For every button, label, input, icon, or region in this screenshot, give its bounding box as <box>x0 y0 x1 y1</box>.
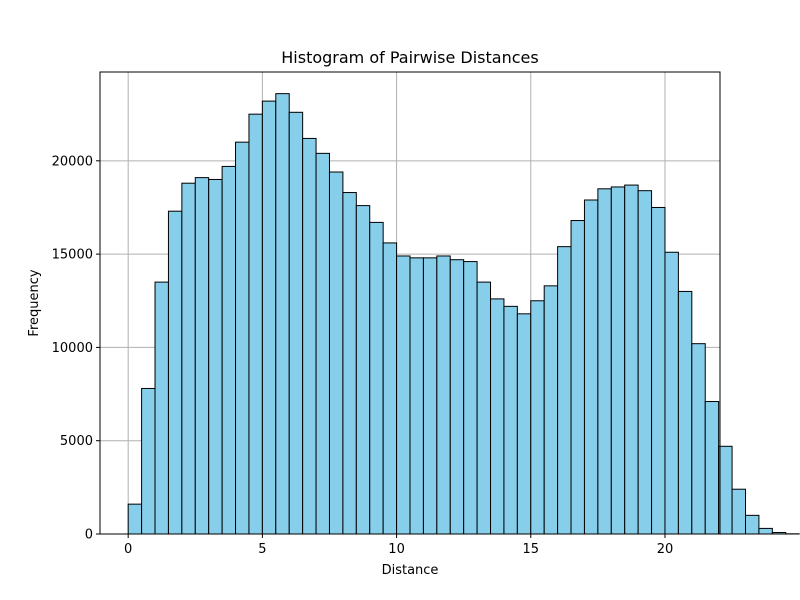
x-tick-label: 15 <box>523 542 540 557</box>
histogram-bar <box>167 210 183 535</box>
bars-group <box>127 93 800 535</box>
y-tick-label: 5000 <box>60 434 93 449</box>
histogram-bar <box>597 188 612 535</box>
histogram-bar <box>127 503 143 535</box>
plot-frame <box>99 71 721 535</box>
histogram-bar <box>315 152 330 535</box>
y-tick-label: 20000 <box>52 154 93 169</box>
histogram-bar <box>771 532 787 535</box>
histogram-bar <box>624 184 639 535</box>
histogram-bar <box>570 220 585 535</box>
histogram-bar <box>409 257 424 535</box>
histogram-bar <box>557 246 572 535</box>
y-tick-label: 15000 <box>52 248 93 263</box>
histogram-bar <box>637 190 653 535</box>
y-axis-label: Frequency <box>27 269 42 336</box>
histogram-bar <box>677 290 693 535</box>
histogram-bar <box>490 298 505 535</box>
x-axis-ticks: 0 5 10 15 20 <box>124 534 673 557</box>
histogram-bar <box>516 313 532 535</box>
histogram-bar <box>758 527 773 535</box>
histogram-bar <box>208 178 223 535</box>
histogram-bar <box>141 387 156 535</box>
x-tick-label: 0 <box>124 542 132 557</box>
histogram-bar <box>583 199 599 535</box>
histogram-bar <box>543 285 559 535</box>
histogram-bar <box>369 221 384 535</box>
y-tick-label: 10000 <box>52 341 93 356</box>
histogram-bar <box>691 343 706 535</box>
histogram-bar <box>355 205 371 535</box>
histogram-bar <box>422 257 438 535</box>
histogram-bar <box>396 255 411 535</box>
histogram-bar <box>463 261 478 535</box>
histogram-bar <box>221 165 237 535</box>
x-tick-label: 10 <box>388 542 405 557</box>
x-axis-label: Distance <box>382 563 439 578</box>
histogram-bar <box>718 445 733 535</box>
histogram-bar <box>651 206 666 535</box>
histogram-bar <box>664 251 679 535</box>
y-tick-label: 0 <box>85 528 93 543</box>
x-tick-label: 5 <box>258 542 266 557</box>
histogram-bar <box>194 177 210 535</box>
histogram-bar <box>610 186 626 535</box>
histogram-bar <box>235 141 250 535</box>
histogram-bar <box>530 300 545 535</box>
histogram-bar <box>342 192 357 535</box>
histogram-bar <box>382 242 398 535</box>
chart-title: Histogram of Pairwise Distances <box>281 48 538 67</box>
histogram-bar <box>288 111 304 535</box>
histogram-bar <box>275 93 290 535</box>
histogram-bar <box>328 171 344 535</box>
histogram-bar <box>731 488 746 535</box>
histogram-bar <box>503 305 518 535</box>
histogram-bar <box>181 182 196 535</box>
histogram-bar <box>248 113 263 535</box>
histogram-bar <box>261 100 277 535</box>
histogram-bar <box>744 514 760 535</box>
histogram-bar <box>476 281 492 535</box>
histogram-bar <box>302 137 317 535</box>
histogram-bar <box>449 259 465 535</box>
histogram-bar <box>436 255 451 535</box>
histogram-bar <box>704 401 720 535</box>
y-axis-ticks: 0 5000 10000 15000 20000 <box>52 154 100 543</box>
x-tick-label: 20 <box>657 542 674 557</box>
histogram-bar <box>154 281 169 535</box>
